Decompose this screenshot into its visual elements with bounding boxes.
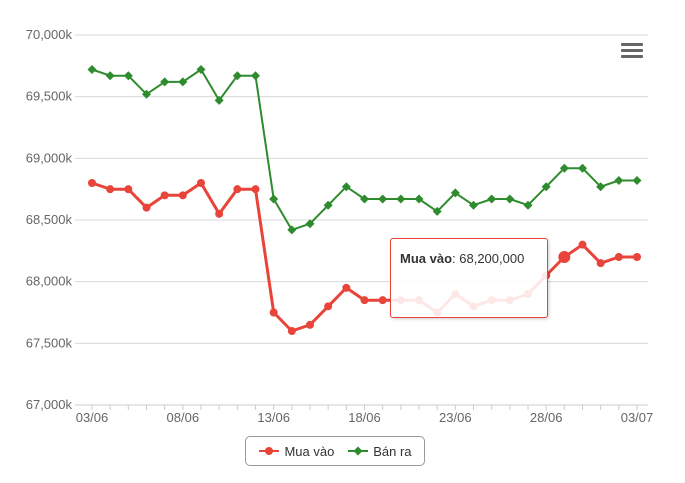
series-layer: [87, 65, 642, 335]
y-tick-label: 69,000k: [26, 150, 73, 165]
grid-layer: [75, 34, 648, 406]
data-point-sell[interactable]: [614, 176, 624, 186]
y-tick-label: 67,500k: [26, 335, 73, 350]
x-tick-label: 03/07: [621, 410, 654, 425]
data-point-sell[interactable]: [105, 71, 115, 81]
data-point-sell[interactable]: [269, 194, 279, 204]
chart-menu-button[interactable]: [620, 40, 644, 62]
data-point-sell[interactable]: [505, 194, 515, 204]
data-point-sell[interactable]: [196, 65, 206, 75]
data-point-buy[interactable]: [160, 191, 169, 200]
y-tick-label: 68,500k: [26, 212, 73, 227]
data-point-sell[interactable]: [578, 163, 587, 173]
data-point-sell[interactable]: [232, 71, 242, 81]
data-point-sell[interactable]: [214, 95, 224, 105]
tooltip-value: 68,200,000: [459, 251, 525, 266]
axis-layer: 67,000k 67,500k 68,000k 68,500k 69,000k 69,50…: [26, 27, 654, 425]
data-point-buy[interactable]: [251, 185, 260, 194]
data-point-buy[interactable]: [106, 185, 115, 194]
x-tick-label: 28/06: [530, 410, 563, 425]
data-point-sell[interactable]: [287, 225, 297, 235]
data-point-sell[interactable]: [323, 200, 333, 210]
series-line-sell: [91, 68, 637, 231]
data-point-buy[interactable]: [342, 283, 351, 292]
data-point-buy[interactable]: [578, 240, 587, 249]
x-tick-label: 23/06: [439, 410, 472, 425]
data-point-buy[interactable]: [558, 251, 571, 263]
y-tick-label: 67,000k: [26, 397, 73, 412]
data-point-buy[interactable]: [197, 179, 205, 187]
data-point-buy[interactable]: [378, 296, 387, 305]
data-point-sell[interactable]: [469, 200, 478, 210]
legend-buy-marker-icon: [259, 447, 280, 455]
data-point-buy[interactable]: [124, 185, 133, 194]
data-point-sell[interactable]: [160, 77, 170, 87]
legend-sell-label: Bán ra: [373, 443, 412, 459]
data-point-sell[interactable]: [414, 194, 424, 204]
data-point-buy[interactable]: [233, 185, 242, 194]
data-point-sell[interactable]: [596, 182, 606, 192]
y-tick-label: 70,000k: [26, 27, 73, 42]
tooltip-separator: :: [452, 251, 460, 266]
data-point-buy[interactable]: [596, 259, 605, 268]
y-tick-label: 69,500k: [26, 89, 73, 104]
data-point-sell[interactable]: [305, 219, 315, 229]
data-point-sell[interactable]: [432, 206, 442, 216]
data-point-buy[interactable]: [287, 327, 296, 335]
chart-tooltip: Mua vào: 68,200,000: [390, 238, 548, 318]
data-point-sell[interactable]: [523, 200, 533, 210]
data-point-sell[interactable]: [341, 182, 351, 192]
data-point-sell[interactable]: [178, 77, 188, 87]
data-point-sell[interactable]: [541, 182, 551, 192]
data-point-buy[interactable]: [269, 308, 278, 317]
data-point-sell[interactable]: [450, 188, 460, 198]
data-point-buy[interactable]: [142, 203, 151, 212]
data-point-buy[interactable]: [178, 191, 187, 200]
data-point-sell[interactable]: [378, 194, 388, 204]
chart-legend: Mua vào Bán ra: [245, 436, 425, 466]
data-point-sell[interactable]: [632, 176, 642, 186]
y-tick-label: 68,000k: [26, 274, 73, 289]
data-point-sell[interactable]: [251, 71, 260, 81]
data-point-sell[interactable]: [396, 194, 406, 204]
data-point-sell[interactable]: [142, 89, 151, 99]
legend-sell-marker-icon: [348, 446, 369, 456]
data-point-buy[interactable]: [215, 209, 224, 218]
data-point-buy[interactable]: [306, 320, 314, 329]
tooltip-series-name: Mua vào: [400, 251, 453, 266]
data-point-buy[interactable]: [324, 302, 333, 311]
x-tick-label: 18/06: [348, 410, 381, 425]
legend-item-buy[interactable]: Mua vào: [258, 444, 334, 459]
data-point-sell[interactable]: [360, 194, 369, 204]
series-line-buy: [91, 181, 637, 333]
data-point-buy[interactable]: [614, 253, 623, 261]
data-point-buy[interactable]: [633, 253, 641, 261]
data-point-sell[interactable]: [487, 194, 497, 204]
x-tick-label: 13/06: [257, 410, 290, 425]
data-point-buy[interactable]: [88, 179, 96, 187]
data-point-sell[interactable]: [123, 71, 133, 81]
x-tick-label: 08/06: [167, 410, 200, 425]
hamburger-menu-icon: [621, 43, 643, 46]
data-point-buy[interactable]: [360, 296, 369, 305]
data-point-sell[interactable]: [87, 65, 97, 75]
legend-buy-label: Mua vào: [284, 443, 335, 459]
data-point-sell[interactable]: [559, 163, 569, 173]
legend-item-sell[interactable]: Bán ra: [347, 443, 412, 459]
x-tick-label: 03/06: [76, 410, 109, 425]
